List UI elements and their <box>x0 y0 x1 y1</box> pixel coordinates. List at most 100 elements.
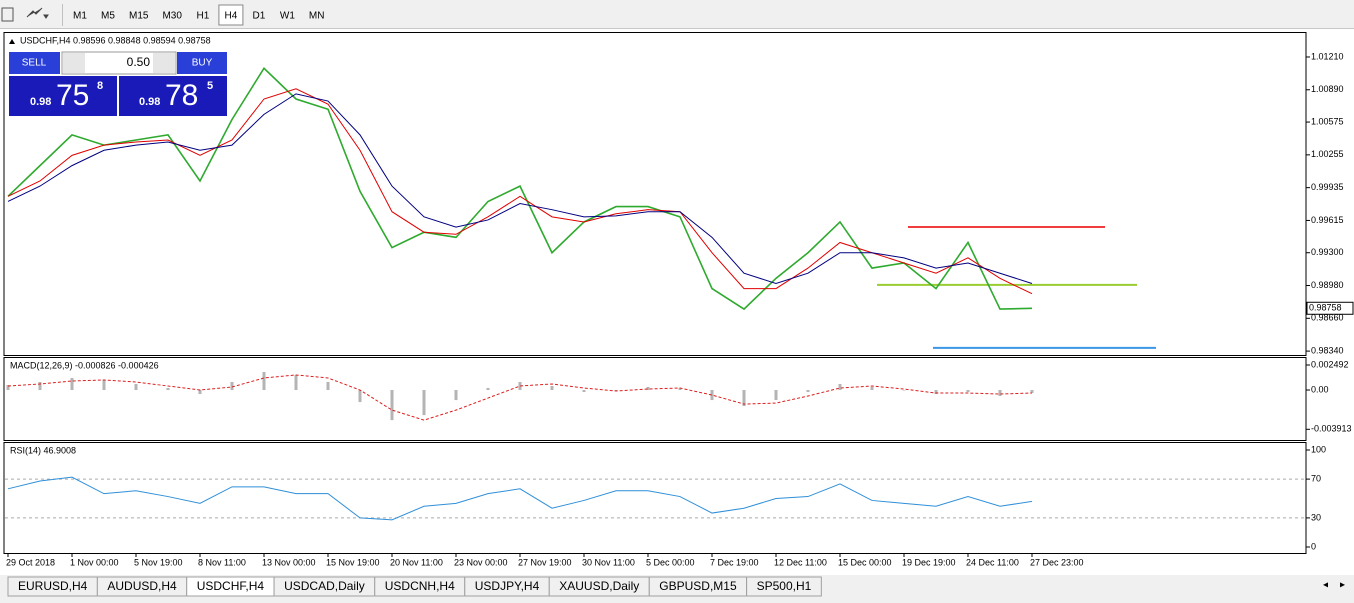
ask-box[interactable] <box>119 76 227 116</box>
macd-bar <box>678 388 682 391</box>
macd-bar <box>262 371 266 391</box>
timeframe-label: D1 <box>253 11 266 22</box>
macd-bar <box>134 383 138 391</box>
x-tick-label: 1 Nov 00:00 <box>70 557 119 567</box>
x-tick-label: 24 Dec 11:00 <box>966 557 1019 567</box>
ask-pip: 5 <box>207 80 213 92</box>
x-tick-label: 27 Nov 19:00 <box>518 557 572 567</box>
macd-bar <box>486 388 490 391</box>
macd-bar <box>102 379 106 391</box>
y-tick-label: 1.00575 <box>1311 116 1344 126</box>
tab-label: XAUUSD,Daily <box>559 579 639 593</box>
sell-button[interactable] <box>9 52 60 74</box>
timeframe-label: M1 <box>73 11 87 22</box>
collapse-arrow <box>9 39 15 44</box>
y-tick-label: 100 <box>1311 444 1326 454</box>
y-tick-label: 70 <box>1311 473 1321 483</box>
tab-label: EURUSD,H4 <box>18 579 88 593</box>
macd-bar <box>294 374 298 391</box>
bid-pip: 8 <box>97 80 103 92</box>
macd-bar <box>646 387 650 391</box>
macd-bar <box>806 390 810 393</box>
timeframe-label: M15 <box>129 11 149 22</box>
macd-bar <box>358 390 362 403</box>
macd-bar <box>774 390 778 401</box>
volume-value: 0.50 <box>127 55 151 69</box>
y-tick-label: 1.01210 <box>1311 51 1344 61</box>
macd-bar <box>742 390 746 407</box>
macd-bar <box>422 390 426 416</box>
y-tick-label: 0.98660 <box>1311 313 1344 323</box>
volume-up[interactable] <box>153 53 175 73</box>
macd-bar <box>934 390 938 395</box>
macd-bar <box>870 387 874 391</box>
x-tick-label: 20 Nov 11:00 <box>390 557 443 567</box>
x-tick-label: 13 Nov 00:00 <box>262 557 316 567</box>
y-tick-label: 0.99935 <box>1311 182 1344 192</box>
x-tick-label: 12 Dec 11:00 <box>774 557 827 567</box>
macd-bar <box>582 390 586 393</box>
tab-label: SP500,H1 <box>757 579 812 593</box>
macd-bar <box>710 390 714 401</box>
macd-bar <box>998 390 1002 397</box>
bid-prefix: 0.98 <box>30 96 51 108</box>
timeframe-label: MN <box>309 11 325 22</box>
timeframe-button[interactable] <box>218 4 244 26</box>
volume-down[interactable] <box>63 53 85 73</box>
rsi-panel <box>3 442 1307 554</box>
y-tick-label: 0.98340 <box>1311 345 1344 355</box>
x-tick-label: 27 Dec 23:00 <box>1030 557 1084 567</box>
macd-bar <box>198 390 202 395</box>
x-tick-label: 29 Oct 2018 <box>6 557 55 567</box>
timeframe-label: M5 <box>101 11 115 22</box>
tab-label: GBPUSD,M15 <box>659 579 737 593</box>
tab-label: USDJPY,H4 <box>475 579 540 593</box>
text-tool-icon[interactable] <box>1 7 14 22</box>
macd-panel <box>3 357 1307 441</box>
macd-bar <box>166 388 170 391</box>
tab-scroll-left[interactable]: ◂ <box>1323 580 1328 591</box>
y-tick-label: 0 <box>1311 541 1316 551</box>
panel-title: RSI(14) 46.9008 <box>10 445 76 455</box>
sell-label: SELL <box>22 58 47 69</box>
y-tick-label: 0.00 <box>1311 384 1329 394</box>
buy-button[interactable] <box>177 52 227 74</box>
macd-bar <box>38 381 42 391</box>
macd-bar <box>326 381 330 391</box>
y-tick-label: 0.002492 <box>1311 359 1349 369</box>
macd-bar <box>1030 390 1034 394</box>
macd-bar <box>838 383 842 391</box>
volume-field[interactable] <box>61 51 177 75</box>
series-line <box>7 476 1033 521</box>
x-tick-label: 7 Dec 19:00 <box>710 557 759 567</box>
macd-bar <box>230 381 234 391</box>
x-tick-label: 19 Dec 19:00 <box>902 557 956 567</box>
x-tick-label: 15 Dec 00:00 <box>838 557 892 567</box>
x-tick-label: 23 Nov 00:00 <box>454 557 508 567</box>
timeframe-label: M30 <box>162 11 182 22</box>
timeframe-label: H1 <box>197 11 210 22</box>
x-tick-label: 5 Dec 00:00 <box>646 557 695 567</box>
y-tick-label: 30 <box>1311 512 1321 522</box>
y-tick-label: 0.98980 <box>1311 280 1344 290</box>
x-tick-label: 15 Nov 19:00 <box>326 557 380 567</box>
y-tick-label: 1.00255 <box>1311 149 1344 159</box>
macd-bar <box>6 384 10 391</box>
shapes-tool-icon[interactable] <box>26 7 49 19</box>
bid-box[interactable] <box>9 76 117 116</box>
price-panel <box>3 32 1307 356</box>
panel-title: USDCHF,H4 0.98596 0.98848 0.98594 0.9875… <box>20 35 211 45</box>
series-line <box>7 93 1033 284</box>
tab-scroll-right[interactable]: ▸ <box>1340 580 1345 591</box>
macd-bar <box>454 390 458 401</box>
bid-big: 75 <box>56 79 89 112</box>
x-tick-label: 5 Nov 19:00 <box>134 557 183 567</box>
macd-bar <box>70 377 74 391</box>
macd-bar <box>518 381 522 391</box>
symbol-tab[interactable] <box>746 576 822 597</box>
macd-bar <box>550 386 554 391</box>
macd-bar <box>966 390 970 393</box>
last-price-tag <box>1306 301 1354 315</box>
macd-bar <box>390 390 394 421</box>
panel-title: MACD(12,26,9) -0.000826 -0.000426 <box>10 360 159 370</box>
